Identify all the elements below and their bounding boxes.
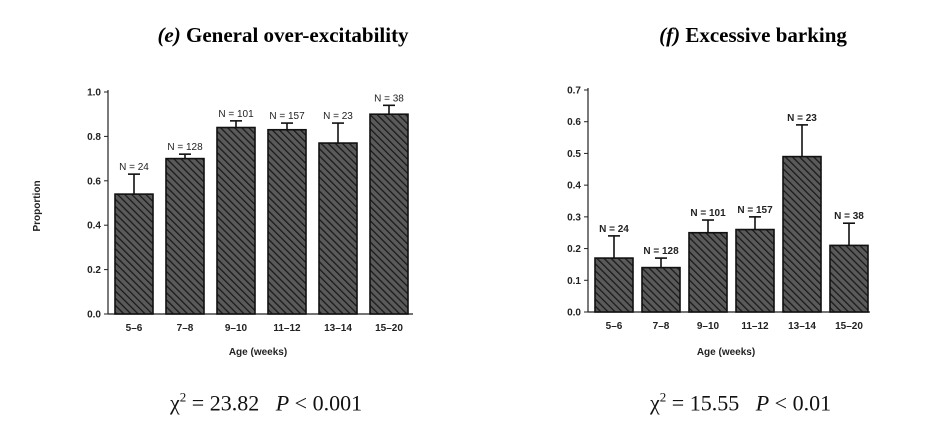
chart-title-f: (f) Excessive barking [659, 23, 847, 47]
bar-e [216, 126, 256, 315]
y-axis-label-e: Proportion [32, 180, 43, 231]
y-tick-label-f: 0.4 [567, 181, 581, 192]
n-label-e: N = 23 [323, 111, 353, 122]
bar-f [735, 228, 775, 313]
bar-e [318, 142, 358, 315]
x-tick-label-f: 11–12 [741, 321, 769, 332]
y-tick-label-f: 0.0 [567, 308, 581, 319]
chart-f: (f) Excessive barking Age (weeks) 0.0 0.1… [567, 23, 870, 358]
p-symbol: P [275, 390, 290, 416]
n-label-e: N = 157 [269, 111, 305, 122]
x-tick-label-e: 5–6 [126, 323, 143, 334]
y-tick-label-e: 0.0 [87, 310, 101, 321]
x-tick-label-f: 7–8 [653, 321, 670, 332]
p-symbol: P [755, 390, 770, 416]
bar-e [267, 128, 307, 315]
x-tick-label-f: 13–14 [788, 321, 816, 332]
panel-f: (f) Excessive barking Age (weeks) 0.0 0.1… [472, 0, 945, 436]
y-tick-label-e: 1.0 [87, 88, 101, 99]
bar-e [114, 193, 154, 315]
p-value-e: 0.001 [312, 390, 363, 416]
x-tick-label-e: 15–20 [375, 323, 403, 334]
y-tick-label-e: 0.6 [87, 176, 101, 187]
x-tick-label-e: 7–8 [177, 323, 194, 334]
bar-f [641, 266, 681, 313]
y-tick-label-e: 0.4 [87, 221, 101, 232]
bar-f [594, 257, 634, 313]
y-tick-label-e: 0.2 [87, 265, 101, 276]
n-label-f: N = 38 [834, 211, 864, 222]
n-label-f: N = 24 [599, 224, 629, 235]
bar-e [165, 157, 205, 315]
bar-e [369, 113, 409, 315]
n-label-e: N = 128 [167, 142, 203, 153]
n-label-f: N = 128 [643, 246, 679, 257]
y-tick-label-f: 0.3 [567, 212, 581, 223]
n-label-e: N = 24 [119, 162, 149, 173]
n-label-e: N = 101 [218, 109, 254, 120]
y-tick-label-f: 0.2 [567, 244, 581, 255]
chi-symbol: χ2 = [170, 390, 210, 416]
n-label-f: N = 157 [737, 205, 773, 216]
y-tick-label-f: 0.6 [567, 117, 581, 128]
x-tick-label-e: 11–12 [273, 323, 301, 334]
n-label-f: N = 23 [787, 113, 817, 124]
x-tick-label-e: 9–10 [225, 323, 248, 334]
bar-f [688, 231, 728, 313]
x-tick-label-f: 9–10 [697, 321, 720, 332]
p-value-f: 0.01 [792, 390, 832, 416]
bar-f [829, 244, 869, 313]
x-tick-label-f: 5–6 [606, 321, 623, 332]
chi-symbol: χ2 = [650, 390, 690, 416]
chi-value-f: 15.55 [689, 390, 740, 416]
n-label-f: N = 101 [690, 208, 726, 219]
x-tick-label-e: 13–14 [324, 323, 352, 334]
x-axis-label-e: Age (weeks) [229, 347, 287, 358]
chart-e: (e) General over-excitability Proportion… [32, 23, 413, 358]
y-tick-label-f: 0.5 [567, 149, 581, 160]
chart-title-e: (e) General over-excitability [157, 23, 409, 47]
chi-value-e: 23.82 [209, 390, 260, 416]
y-tick-label-e: 0.8 [87, 132, 101, 143]
y-tick-label-f: 0.1 [567, 276, 581, 287]
y-tick-label-f: 0.7 [567, 86, 581, 97]
x-tick-label-f: 15–20 [835, 321, 863, 332]
n-label-e: N = 38 [374, 93, 404, 104]
bar-f [782, 155, 822, 313]
chi-square-stat-f: χ2 = 15.55 P < 0.01 [650, 390, 832, 416]
chi-square-stat-e: χ2 = 23.82 P < 0.001 [170, 390, 363, 416]
x-axis-label-f: Age (weeks) [697, 347, 755, 358]
panel-e: (e) General over-excitability Proportion… [0, 0, 472, 436]
